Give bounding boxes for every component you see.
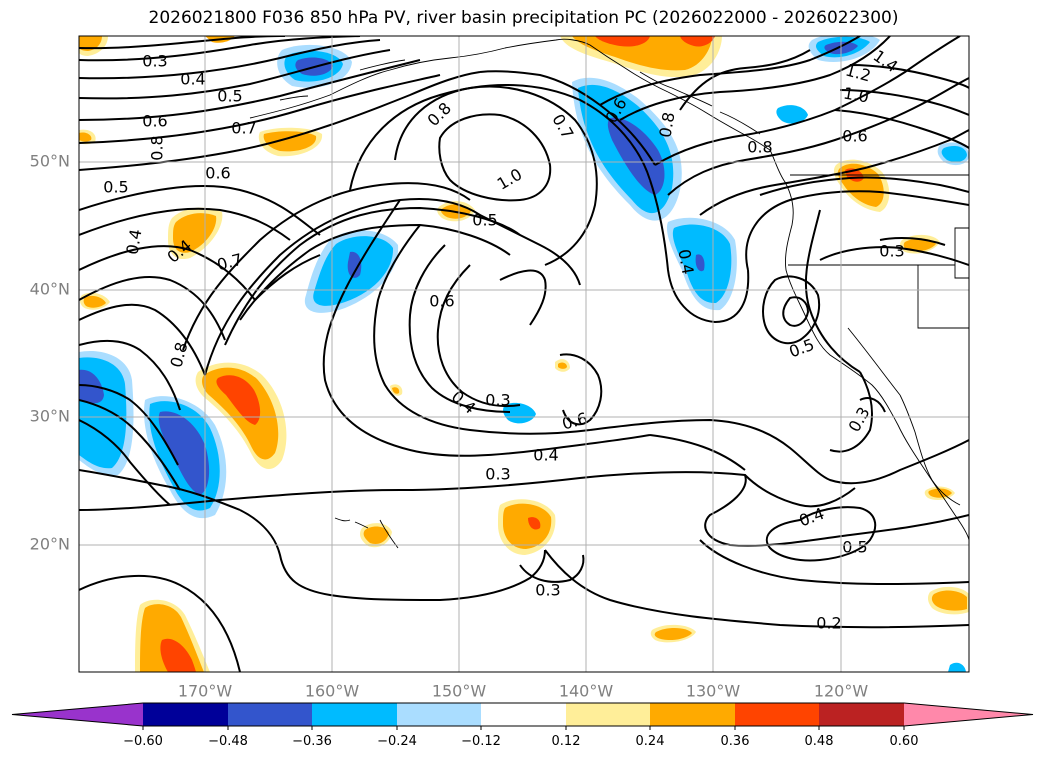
coastlines — [249, 38, 969, 549]
contour-label: 0.5 — [103, 178, 128, 197]
colorbar-tick-label: −0.12 — [461, 734, 501, 749]
colorbar-tick-label: −0.48 — [208, 734, 248, 749]
lat-label: 40°N — [30, 280, 70, 299]
contour-label: 0.3 — [535, 581, 560, 600]
colorbar: −0.60 −0.48 −0.36 −0.24 −0.12 0.12 0.24 0.36 0.4… — [11, 702, 1034, 749]
colorbar-tick-label: 0.48 — [805, 734, 834, 749]
map-area: 0.3 0.4 0.5 0.6 0.7 0.8 1.0 0.5 0.6 0.8 … — [79, 36, 969, 672]
map-title: 2026021800 F036 850 hPa PV, river basin … — [148, 8, 899, 28]
contour-label: 0.3 — [879, 242, 904, 261]
colorbar-tick-label: 0.60 — [890, 734, 919, 749]
lat-label: 20°N — [30, 535, 70, 554]
contour-label: 0.4 — [180, 70, 205, 89]
colorbar-segment — [397, 703, 481, 726]
colorbar-tick-label: −0.24 — [377, 734, 417, 749]
colorbar-tick-label: 0.36 — [721, 734, 750, 749]
contour-label: 0.6 — [142, 112, 167, 131]
contour-label: 0.3 — [485, 391, 510, 410]
colorbar-tick-label: 0.12 — [552, 734, 581, 749]
colorbar-segment — [566, 703, 650, 726]
contour-label: 0.4 — [533, 446, 558, 465]
colorbar-segment — [228, 703, 312, 726]
contour-label: 0.4 — [674, 248, 697, 276]
lon-label: 150°W — [432, 682, 487, 701]
lon-labels: 170°W 160°W 150°W 140°W 130°W 120°W — [178, 682, 869, 701]
contour-label: 0.5 — [217, 87, 242, 106]
contour-label: 1.0 — [842, 83, 870, 106]
contour-label: 0.5 — [472, 211, 497, 230]
colorbar-segment — [481, 703, 566, 726]
contour-label: 0.8 — [747, 138, 772, 157]
colorbar-segment — [735, 703, 819, 726]
colorbar-segment — [312, 703, 397, 726]
colorbar-segment — [12, 703, 143, 726]
colorbar-tick-label: 0.24 — [636, 734, 665, 749]
pv-contours — [79, 36, 969, 672]
colorbar-segment — [904, 703, 1033, 726]
colorbar-segment — [143, 703, 228, 726]
contour-label: 0.3 — [485, 465, 510, 484]
lon-label: 120°W — [814, 682, 869, 701]
contour-label: 0.7 — [231, 119, 256, 138]
lon-label: 160°W — [305, 682, 360, 701]
contour-label: 0.2 — [816, 614, 841, 633]
colorbar-segment — [650, 703, 735, 726]
contour-label: 0.8 — [148, 135, 167, 160]
colorbar-tick-label: −0.60 — [123, 734, 163, 749]
lon-label: 170°W — [178, 682, 233, 701]
lat-label: 30°N — [30, 407, 70, 426]
map-frame — [78, 35, 970, 673]
contour-label: 0.5 — [842, 538, 867, 557]
gridlines — [79, 36, 969, 672]
lat-labels: 50°N 40°N 30°N 20°N — [30, 152, 70, 554]
colorbar-tick-label: −0.36 — [292, 734, 332, 749]
lon-label: 140°W — [559, 682, 614, 701]
contour-label: 0.4 — [122, 228, 145, 256]
contour-label: 0.8 — [655, 111, 678, 139]
lon-label: 130°W — [686, 682, 741, 701]
colorbar-segment — [819, 703, 904, 726]
contour-label: 0.6 — [205, 164, 230, 183]
contour-label: 0.6 — [429, 292, 454, 311]
lat-label: 50°N — [30, 152, 70, 171]
contour-label: 0.6 — [842, 127, 867, 146]
contour-label: 0.3 — [142, 52, 167, 71]
